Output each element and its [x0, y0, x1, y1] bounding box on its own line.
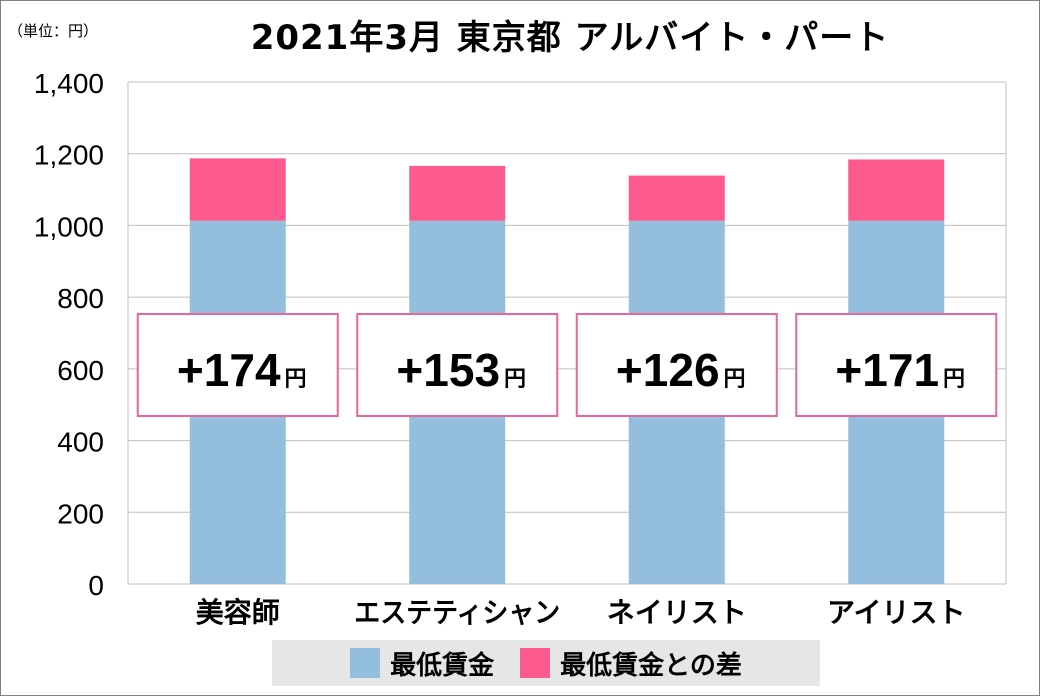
bar-diff [189, 158, 286, 221]
x-category-label: エステティシャン [354, 596, 560, 629]
bar-diff [628, 175, 725, 221]
y-tick-label: 1,200 [34, 140, 104, 171]
y-tick-label: 0 [88, 570, 104, 601]
legend-label-diff: 最低賃金との差 [560, 650, 742, 681]
y-tick-label: 800 [57, 283, 104, 314]
diff-annotation-box [136, 313, 339, 417]
diff-annotation-text: +153 円 [396, 344, 526, 396]
legend-item-base: 最低賃金 [350, 645, 494, 682]
diff-annotation-box [575, 313, 778, 417]
diff-annotation-text: +171 円 [835, 344, 965, 396]
legend-swatch-diff [520, 648, 551, 678]
y-tick-label: 200 [57, 498, 104, 529]
y-tick-label: 600 [57, 355, 104, 386]
x-category-label: アイリスト [827, 596, 966, 629]
diff-annotation-box [795, 313, 998, 417]
x-category-label: 美容師 [196, 596, 280, 629]
legend-item-diff: 最低賃金との差 [520, 645, 742, 682]
unit-label: （単位：円） [8, 22, 99, 40]
chart-title: 2021年3月 東京都 アルバイト・パート [250, 18, 890, 58]
legend-swatch-base [350, 648, 381, 678]
y-tick-label: 1,000 [34, 211, 104, 242]
y-tick-label: 400 [57, 427, 104, 458]
legend-label-base: 最低賃金 [390, 650, 495, 681]
legend: 最低賃金 最低賃金との差 [272, 640, 820, 686]
bar-diff [409, 165, 506, 221]
diff-annotation-text: +126 円 [616, 344, 746, 396]
x-category-label: ネイリスト [607, 596, 747, 629]
diff-annotation-box [356, 313, 559, 417]
diff-annotation-text: +174 円 [177, 344, 307, 396]
bar-diff [848, 159, 945, 221]
y-tick-label: 1,400 [34, 68, 104, 99]
